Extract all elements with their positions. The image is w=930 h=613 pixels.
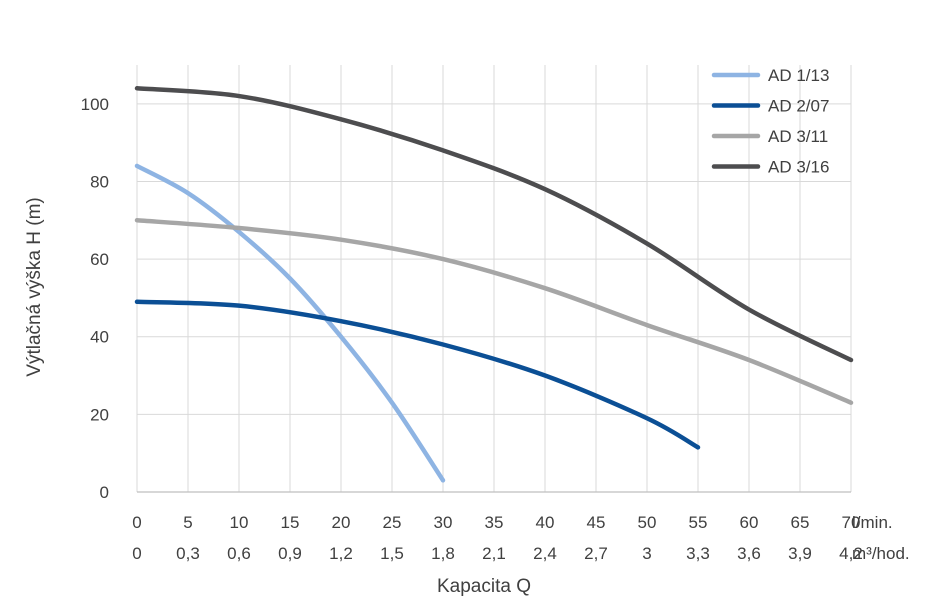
y-tick-label: 40 [90,328,109,347]
x-tick-label-secondary: 2,1 [482,544,506,563]
x-unit-primary: l/min. [852,513,893,532]
x-tick-label-primary: 35 [485,513,504,532]
legend-label-ad-3-16: AD 3/16 [768,158,829,177]
x-tick-label-secondary: 0,6 [227,544,251,563]
x-tick-labels: 0 0 5 0,3 10 0,6 15 0,9 20 1,2 25 1,5 30 1,8 35 2,1 40 2,… [132,513,863,563]
x-tick-label-secondary: 0,9 [278,544,302,563]
series-lines [134,86,854,483]
x-tick-label-primary: 25 [383,513,402,532]
x-tick-label-secondary: 3 [642,544,651,563]
series-line-ad-3-11 [134,218,854,405]
legend: AD 1/13 AD 2/07 AD 3/11 AD 3/16 [711,66,829,177]
legend-label-ad-1-13: AD 1/13 [768,66,829,85]
x-tick-label-secondary: 3,6 [737,544,761,563]
x-tick-label-secondary: 0,3 [176,544,200,563]
x-unit-secondary: m³/hod. [852,544,910,563]
y-axis-title: Výtlačná výška H (m) [24,197,45,376]
series-line-ad-3-16 [134,86,854,363]
x-tick-label-secondary: 0 [132,544,141,563]
x-tick-label-primary: 45 [587,513,606,532]
x-tick-label-primary: 10 [230,513,249,532]
series-line-ad-1-13 [134,163,446,483]
y-tick-label: 20 [90,405,109,424]
x-tick-label-secondary: 4,2 [839,544,863,563]
x-tick-label-primary: 60 [740,513,759,532]
series-line-ad-2-07 [134,299,701,450]
legend-label-ad-2-07: AD 2/07 [768,97,829,116]
x-tick-label-secondary: 1,2 [329,544,353,563]
x-tick-label-secondary: 2,7 [584,544,608,563]
x-tick-label-primary: 20 [332,513,351,532]
y-tick-label: 80 [90,172,109,191]
x-tick-label-primary: 50 [638,513,657,532]
x-tick-label-secondary: 2,4 [533,544,557,563]
x-tick-label-primary: 70 [842,513,861,532]
x-tick-label-primary: 0 [132,513,141,532]
x-tick-label-secondary: 3,3 [686,544,710,563]
y-tick-label: 0 [100,483,109,502]
x-tick-label-secondary: 1,5 [380,544,404,563]
x-tick-label-primary: 15 [281,513,300,532]
y-tick-labels: 0 20 40 60 80 100 [81,95,109,502]
x-tick-label-primary: 65 [791,513,810,532]
x-axis-title: Kapacita Q [437,576,531,597]
gridlines [136,65,852,492]
legend-label-ad-3-11: AD 3/11 [768,127,828,146]
x-tick-label-primary: 5 [183,513,192,532]
y-tick-label: 60 [90,250,109,269]
y-tick-label: 100 [81,95,109,114]
x-tick-label-secondary: 1,8 [431,544,455,563]
x-tick-label-primary: 40 [536,513,555,532]
x-tick-label-primary: 30 [434,513,453,532]
x-tick-label-secondary: 3,9 [788,544,812,563]
x-tick-label-primary: 55 [689,513,708,532]
